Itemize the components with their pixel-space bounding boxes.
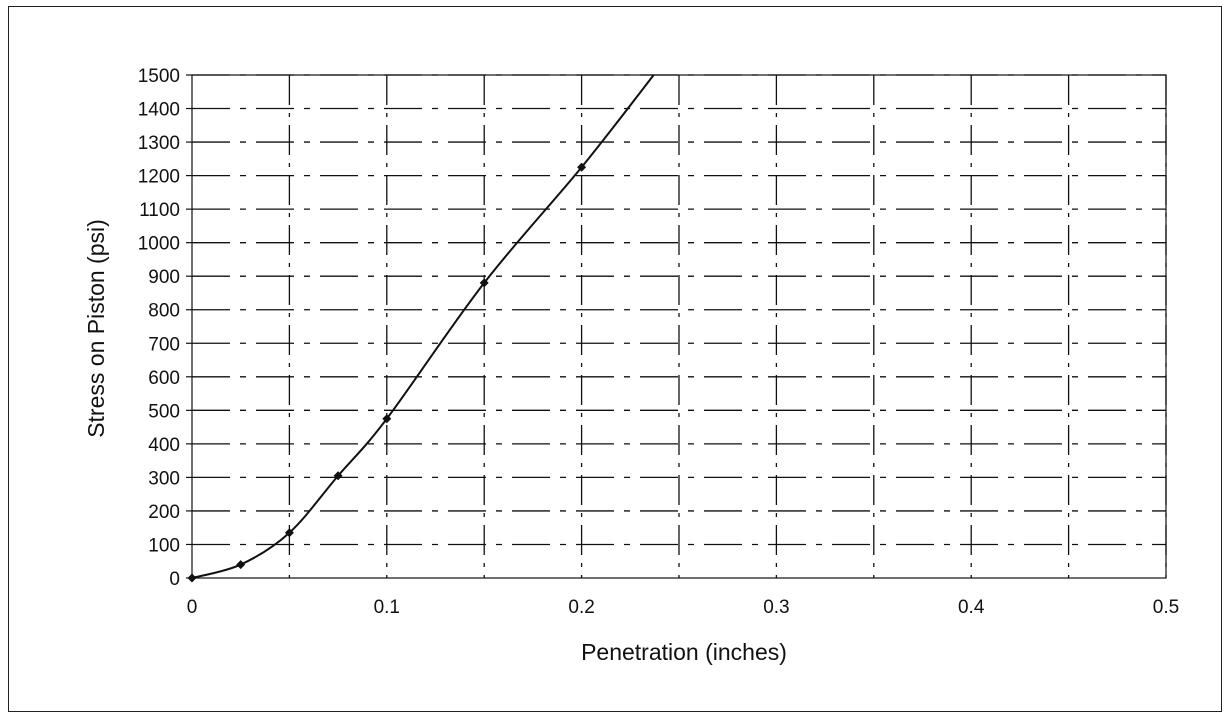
data-point (577, 162, 587, 172)
chart-frame (8, 6, 1222, 712)
plot-area-border (191, 74, 1167, 579)
y-tick-label: 100 (148, 535, 180, 556)
data-point (284, 528, 294, 538)
y-tick-label: 200 (148, 502, 180, 523)
y-axis-ticks: 0 100 200 300 400 500 600 700 800 900 1000 1100 1200… (138, 66, 192, 590)
y-tick-label: 800 (148, 301, 180, 322)
x-tick-label: 0.5 (1153, 597, 1179, 618)
y-tick-label: 1100 (139, 200, 180, 221)
data-point (333, 471, 343, 481)
grid-layer (192, 74, 1167, 578)
y-tick-label: 1000 (138, 234, 180, 255)
y-tick-label: 0 (169, 569, 180, 590)
data-point (479, 278, 489, 288)
y-tick-label: 500 (148, 401, 180, 422)
x-tick-label: 0.3 (763, 597, 789, 618)
y-tick-label: 1400 (138, 100, 180, 121)
y-tick-label: 1300 (138, 133, 180, 154)
y-tick-label: 600 (148, 368, 180, 389)
data-point (236, 560, 246, 570)
y-tick-label: 400 (148, 435, 180, 456)
y-tick-label: 300 (148, 468, 180, 489)
series-line (191, 74, 655, 579)
x-tick-label: 0 (187, 597, 198, 618)
y-tick-label: 900 (148, 267, 180, 288)
y-axis-title: Stress on Piston (psi) (83, 219, 109, 438)
series-layer (187, 74, 655, 583)
y-tick-label: 700 (148, 334, 180, 355)
x-tick-label: 0.1 (374, 597, 400, 618)
x-tick-label: 0.4 (958, 597, 985, 618)
x-tick-label: 0.2 (568, 597, 594, 618)
y-tick-label: 1500 (138, 66, 180, 87)
x-axis-title: Penetration (inches) (581, 639, 787, 665)
y-tick-label: 1200 (138, 167, 180, 188)
data-point (382, 414, 392, 424)
x-axis-ticks: 0 0.1 0.2 0.3 0.4 0.5 (187, 597, 1180, 618)
